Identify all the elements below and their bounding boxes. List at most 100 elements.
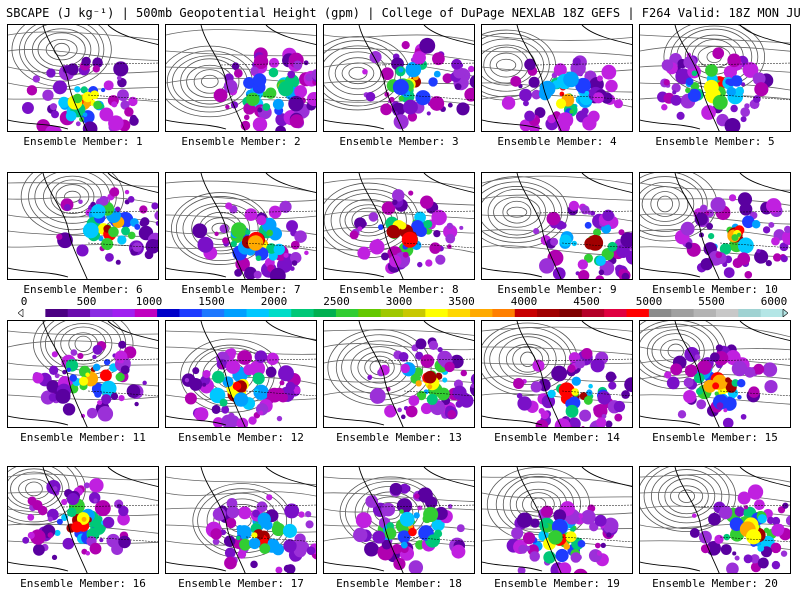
cape-cell (431, 209, 447, 226)
cape-cell (62, 403, 76, 416)
cape-shading (192, 200, 309, 279)
cape-cell (154, 210, 158, 221)
cape-cell (397, 530, 411, 544)
contour-line (8, 31, 158, 41)
cape-cell (65, 110, 77, 122)
cape-cell (293, 60, 303, 70)
cape-cell (442, 73, 453, 84)
country-border (220, 62, 316, 101)
contour-line (640, 324, 790, 338)
colorbar-segment (671, 309, 695, 317)
contour-line (166, 214, 316, 220)
ensemble-map-panel (323, 320, 475, 428)
cape-cell (413, 512, 420, 519)
cape-cell (601, 413, 607, 419)
cape-cell (391, 543, 403, 555)
coastline (8, 321, 158, 427)
cape-cell (731, 360, 748, 377)
cape-cell (416, 390, 427, 401)
cape-cell (583, 253, 594, 263)
ensemble-map-panel (639, 172, 791, 280)
ensemble-map-panel (165, 466, 317, 574)
cape-cell (398, 351, 409, 362)
cape-cell (365, 495, 379, 508)
cape-cell (403, 99, 418, 115)
cape-cell (597, 391, 612, 405)
map-borders (324, 25, 474, 131)
cape-cell (543, 523, 549, 529)
cape-cell (435, 254, 446, 265)
cape-cell (62, 369, 67, 375)
cape-cell (305, 511, 312, 518)
country-border (378, 504, 474, 543)
cape-cell (426, 393, 438, 405)
cape-cell (266, 352, 279, 366)
cape-cell (51, 110, 59, 119)
country-border (220, 210, 316, 249)
cape-cell (49, 103, 58, 111)
cape-cell (602, 209, 614, 222)
cape-cell (516, 392, 523, 399)
cape-cell (81, 516, 87, 522)
cape-cell (670, 363, 683, 376)
map-svg (324, 173, 474, 279)
contour-line (495, 473, 582, 536)
cape-cell (364, 541, 379, 557)
cape-cell (685, 77, 694, 86)
map-svg (482, 321, 632, 427)
cape-cell (108, 226, 119, 238)
contour-line (640, 467, 737, 532)
cape-cell (524, 110, 535, 122)
cape-cell (735, 86, 745, 95)
cape-cell (306, 546, 316, 555)
cape-cell (699, 204, 708, 213)
cape-cell (683, 55, 697, 69)
cape-cell (714, 534, 724, 544)
cape-cell (534, 107, 546, 118)
cape-cell (290, 240, 300, 250)
contour-line (8, 340, 158, 350)
colorbar-tick-label: 500 (76, 295, 97, 308)
cape-cell (189, 377, 203, 391)
cape-cell (725, 377, 731, 383)
cape-cell (93, 498, 98, 503)
cape-cell (33, 543, 45, 556)
contour-line (640, 346, 790, 352)
colorbar-segment (425, 309, 449, 317)
contour-line (482, 175, 632, 185)
coastline (8, 467, 158, 573)
contour-line (324, 48, 474, 62)
contour-line (640, 182, 790, 191)
country-border (694, 504, 790, 543)
colorbar-tick-label: 1500 (198, 295, 225, 308)
cape-cell (600, 542, 606, 549)
cape-cell (417, 261, 423, 268)
ensemble-member-label: Ensemble Member: 3 (339, 135, 459, 148)
cape-cell (517, 396, 532, 411)
contour-line (166, 491, 316, 497)
cape-cell (269, 267, 286, 279)
cape-cell (732, 551, 737, 556)
cape-cell (689, 528, 700, 538)
cape-cell (266, 229, 273, 237)
contour-line (8, 467, 86, 526)
cape-cell (771, 560, 781, 570)
cape-cell (118, 395, 125, 402)
cape-cell (535, 419, 549, 427)
cape-cell (258, 410, 264, 416)
cape-cell (697, 360, 712, 375)
cape-cell (316, 523, 317, 528)
cape-cell (294, 533, 306, 545)
cape-cell (397, 407, 402, 413)
cape-cell (81, 56, 91, 67)
cape-cell (513, 377, 525, 390)
cape-shading (32, 340, 147, 422)
cape-cell (99, 107, 114, 122)
cape-cell (757, 557, 769, 569)
ensemble-map-panel (481, 172, 633, 280)
cape-cell (275, 566, 283, 573)
colorbar-segment (112, 309, 136, 317)
cape-cell (82, 222, 99, 239)
cape-cell (595, 275, 605, 279)
cape-cell (785, 515, 790, 526)
